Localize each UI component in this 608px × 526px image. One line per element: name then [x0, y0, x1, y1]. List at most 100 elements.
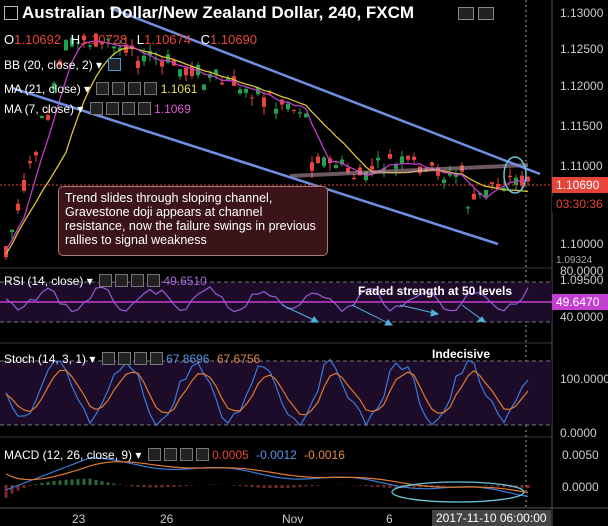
candle-body: [190, 66, 194, 76]
candle-body: [112, 46, 116, 49]
candle-body: [292, 110, 296, 112]
collapse-icon[interactable]: [4, 6, 18, 20]
candle-body: [274, 108, 278, 114]
candle-body: [394, 164, 398, 169]
stoch-d-line: [5, 369, 529, 416]
candle-body: [262, 97, 266, 107]
eye-icon[interactable]: [147, 448, 161, 461]
stoch-legend[interactable]: Stoch (14, 3, 1) ▾ 67.8696 67.6756: [4, 352, 261, 366]
candle-body: [214, 69, 218, 75]
candle-body: [250, 97, 254, 99]
rsi-legend[interactable]: RSI (14, close) ▾ 49.6510: [4, 274, 207, 288]
candle-body: [322, 157, 326, 167]
more-icon[interactable]: [195, 448, 209, 461]
rsi-arrows: [281, 304, 486, 326]
candle-body: [220, 82, 224, 85]
rsi-axis-tick: 40.0000: [560, 310, 604, 324]
eye-icon[interactable]: [108, 58, 122, 71]
settings-icon[interactable]: [478, 7, 494, 20]
candle-body: [352, 177, 356, 180]
stoch-k-line: [5, 358, 529, 427]
settings-icon[interactable]: [117, 352, 131, 365]
more-icon[interactable]: [149, 352, 163, 365]
candle-body: [346, 167, 350, 173]
time-axis-label: 6: [386, 512, 393, 526]
more-icon[interactable]: [144, 82, 158, 95]
candle-body: [88, 45, 92, 47]
candle-body: [316, 156, 320, 164]
rsi-annotation: Faded strength at 50 levels: [358, 284, 513, 298]
price-axis-tick: 1.13000: [560, 6, 604, 20]
candle-body: [298, 112, 302, 114]
candle-body: [16, 203, 20, 211]
candle-body: [40, 116, 44, 119]
candle-body: [310, 162, 314, 171]
close-icon[interactable]: [121, 102, 135, 115]
bb-legend[interactable]: BB (20, close, 2) ▾: [4, 58, 122, 72]
eye-icon[interactable]: [458, 7, 474, 20]
candle-body: [526, 176, 530, 182]
close-icon[interactable]: [128, 82, 142, 95]
settings-icon[interactable]: [112, 82, 126, 95]
candle-body: [184, 67, 188, 76]
candle-body: [82, 35, 86, 41]
analysis-note: Trend slides through sloping channel, Gr…: [58, 186, 328, 256]
rsi-axis-tick: 80.0000: [560, 264, 604, 278]
stoch-axis-tick: 0.0000: [560, 426, 597, 440]
eye-icon[interactable]: [99, 274, 113, 287]
stoch-axis-tick: 100.0000: [560, 372, 608, 386]
candle-body: [490, 182, 494, 184]
resistance-ray: [289, 163, 529, 178]
candle-body: [370, 165, 374, 170]
price-axis-tick: 1.12000: [560, 79, 604, 93]
candle-body: [406, 155, 410, 160]
candle-body: [52, 83, 56, 91]
candle-body: [118, 47, 122, 51]
close-icon[interactable]: [131, 274, 145, 287]
candle-body: [58, 60, 62, 66]
price-axis-tick: 1.09500: [560, 273, 604, 287]
macd-line: [5, 457, 529, 498]
candle-body: [442, 179, 446, 184]
candle-body: [334, 165, 338, 169]
macd-signal-line: [5, 461, 529, 494]
candle-body: [508, 175, 512, 178]
candle-body: [340, 159, 344, 165]
macd-legend[interactable]: MACD (12, 26, close, 9) ▾ 0.0005 -0.0012…: [4, 448, 345, 462]
stoch-annotation: Indecisive: [432, 347, 491, 361]
candle-body: [466, 207, 470, 209]
candle-body: [94, 33, 98, 47]
settings-icon[interactable]: [115, 274, 129, 287]
candle-body: [28, 161, 32, 164]
candle-body: [430, 162, 434, 166]
symbol-title: Australian Dollar/New Zealand Dollar, 24…: [22, 3, 415, 22]
candle-body: [412, 156, 416, 160]
time-axis-label: 23: [72, 512, 86, 526]
candle-body: [70, 37, 74, 47]
settings-icon[interactable]: [105, 102, 119, 115]
candle-body: [106, 39, 110, 41]
eye-icon[interactable]: [96, 82, 110, 95]
candle-body: [304, 113, 308, 118]
macd-axis-tick: 0.0050: [562, 448, 599, 462]
cursor-date-badge: 2017-11-10 06:00:00: [432, 510, 551, 526]
ma7-legend[interactable]: MA (7, close) ▾ 1.1069: [4, 102, 191, 116]
candle-body: [376, 157, 380, 161]
close-icon[interactable]: [179, 448, 193, 461]
candle-body: [400, 156, 404, 164]
time-axis-label: Nov: [282, 512, 304, 526]
candle-body: [160, 61, 164, 67]
more-icon[interactable]: [147, 274, 161, 287]
close-icon[interactable]: [133, 352, 147, 365]
candle-body: [46, 115, 50, 120]
candle-body: [448, 172, 452, 176]
eye-icon[interactable]: [101, 352, 115, 365]
candle-body: [388, 153, 392, 159]
ma21-legend[interactable]: MA (21, close) ▾ 1.1061: [4, 82, 198, 96]
eye-icon[interactable]: [89, 102, 103, 115]
settings-icon[interactable]: [163, 448, 177, 461]
more-icon[interactable]: [137, 102, 151, 115]
candle-body: [136, 60, 140, 68]
candle-body: [4, 246, 8, 258]
